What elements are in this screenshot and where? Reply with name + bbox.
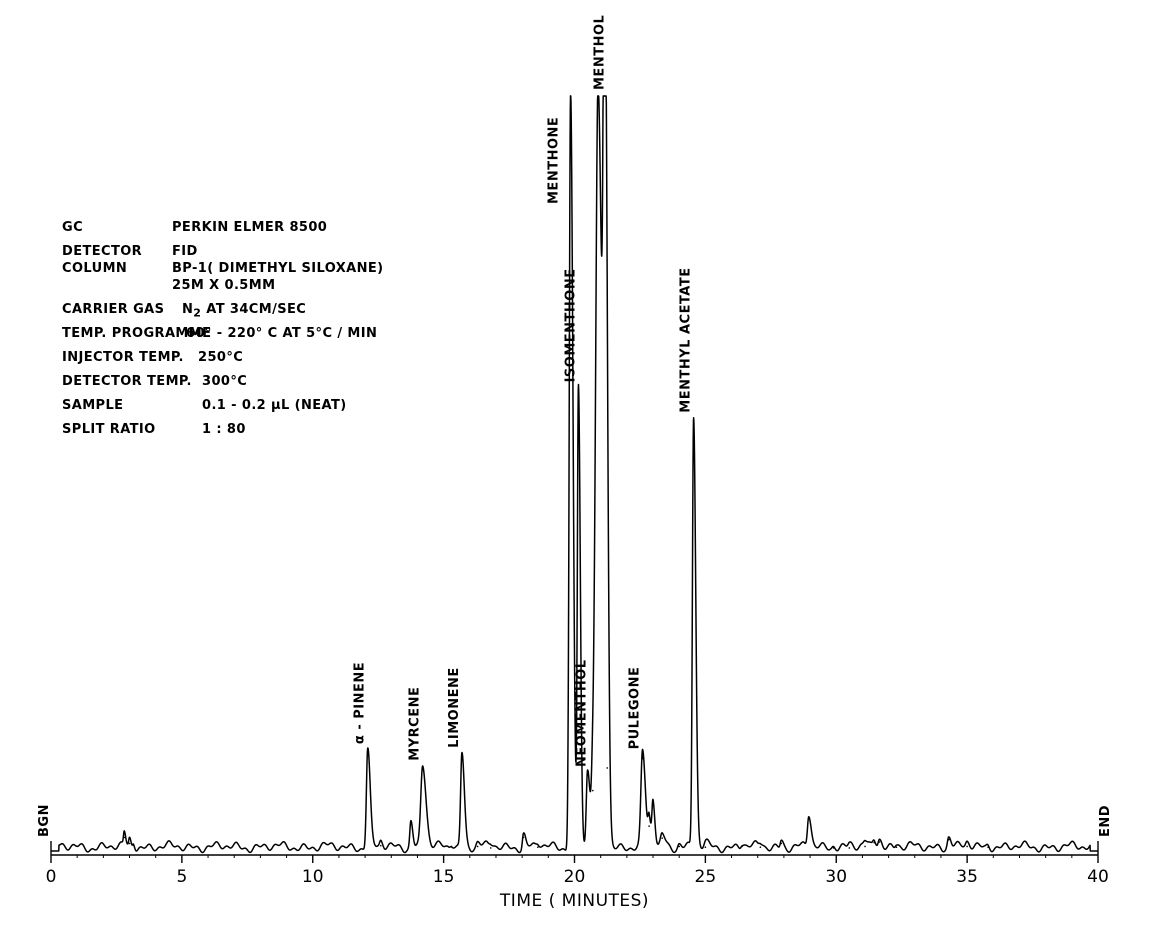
peak-apex [522,836,525,839]
parameter-label: DETECTOR [62,244,143,259]
peak-apex [832,847,835,849]
x-tick-label: 10 [302,867,324,887]
peak-label: NEOMENTHOL [575,659,590,767]
peak-label: α - PINENE [353,662,368,744]
peak-labels: α - PINENE MYRCENE LIMONENE MENTHONE ISOMENT… [353,15,695,771]
peak-apex [661,837,663,839]
peak-label: LIMONENE [447,667,462,748]
parameter-value: BP-1( DIMETHYL SILOXANE) [172,261,384,276]
parameter-value: 25M X 0.5MM [172,278,276,293]
peak-apex [807,817,810,820]
peak-apex [678,845,680,848]
peak-apex [603,95,606,97]
parameter-value: 250°C [198,350,244,365]
peak-apex [741,845,743,848]
parameter-value: 300°C [202,374,248,389]
peak-apex [569,95,572,97]
parameter-value: 1 : 80 [202,422,246,437]
parameter-value: 0.1 - 0.2 µL (NEAT) [202,398,347,413]
peak-apex [606,767,609,769]
peak-apex [878,841,881,843]
peak-apex [864,845,866,848]
peak-apex [123,836,126,839]
parameter-label: DETECTOR TEMP. [62,374,192,389]
x-tick-label: 0 [46,867,57,887]
x-tick-label: 25 [695,867,717,887]
begin-label: BGN [37,804,52,837]
trace-group: BGN END [37,95,1113,855]
parameter-value: 60° - 220° C AT 5°C / MIN [186,326,378,341]
peak-apex [597,95,599,97]
peak-apex [450,845,453,848]
peak-label: ISOMENTHONE [563,268,578,382]
peak-apex [873,841,876,844]
peak-apex [848,847,851,849]
parameter-label: SPLIT RATIO [62,422,156,437]
peak-apex [948,838,950,841]
parameter-value: PERKIN ELMER 8500 [172,220,328,235]
peak-label: MENTHOL [592,15,607,90]
peak-apex [592,789,594,792]
peak-apex [648,825,650,827]
parameter-label: GC [62,220,84,235]
peak-apex [128,842,131,845]
peak-apex [489,847,492,849]
peak-apex [652,803,654,805]
x-axis: 0 5 10 15 20 25 30 35 40 [46,854,1109,887]
peak-label: MENTHYL ACETATE [679,267,694,412]
peak-apex [759,846,762,849]
peak-label: MENTHONE [547,117,562,204]
x-tick-label: 15 [433,867,455,887]
end-label: END [1098,805,1113,837]
parameter-value: N2 AT 34CM/SEC [182,302,307,320]
parameter-label: TEMP. PROGRAMME [62,326,212,341]
peak-apex [586,770,589,772]
parameter-label: COLUMN [62,261,128,276]
x-tick-label: 5 [176,867,187,887]
peak-label: MYRCENE [408,687,423,761]
peak-apex [476,845,479,848]
x-tick-label: 40 [1087,867,1109,887]
parameter-label: SAMPLE [62,398,124,413]
peak-apex [780,842,783,845]
x-tick-label: 30 [825,867,847,887]
peak-apex [987,846,989,849]
parameter-value: FID [172,244,198,259]
peak-apex [380,844,382,847]
peak-apex [704,846,707,849]
parameter-label: INJECTOR TEMP. [62,350,184,365]
peak-apex [966,845,968,848]
peak-apex [895,846,898,849]
peak-apex [537,846,539,849]
x-axis-title: TIME ( MINUTES) [499,891,649,911]
chromatogram-trace [50,95,1099,854]
peak-label: PULEGONE [628,667,643,750]
peak-apex [132,844,135,846]
x-tick-label: 20 [564,867,586,887]
parameter-label: CARRIER GAS [62,302,165,317]
x-tick-label: 35 [956,867,978,887]
peak-apex [410,823,412,825]
